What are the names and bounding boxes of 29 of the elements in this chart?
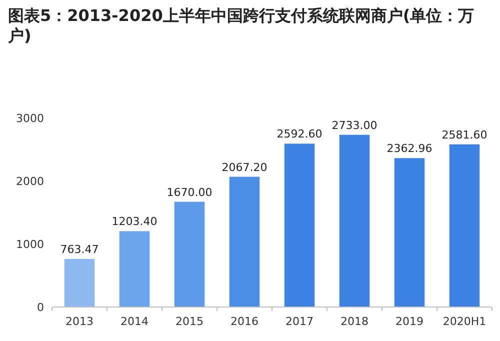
- x-tick-label: 2015: [176, 315, 204, 328]
- bar: [174, 202, 205, 307]
- x-tick-label: 2013: [66, 315, 94, 328]
- bar: [449, 144, 480, 307]
- data-label: 2362.96: [386, 142, 432, 156]
- data-label: 1203.40: [112, 215, 158, 228]
- x-tick-label: 2017: [286, 315, 314, 328]
- y-tick-label: 1000: [16, 238, 44, 251]
- x-tick-label: 2014: [120, 315, 148, 328]
- bar: [394, 158, 425, 307]
- data-label: 2581.60: [442, 128, 488, 142]
- data-label: 2733.00: [332, 118, 378, 132]
- data-label: 763.47: [60, 242, 99, 256]
- data-label: 1670.00: [166, 186, 212, 199]
- data-label: 2067.20: [222, 160, 268, 174]
- bar: [229, 176, 260, 307]
- y-tick-label: 2000: [16, 175, 44, 188]
- bar: [284, 144, 315, 307]
- x-tick-label: 2019: [396, 315, 424, 328]
- y-tick-label: 3000: [16, 112, 44, 125]
- chart-title: 图表5：2013-2020上半年中国跨行支付系统联网商户(单位：万户): [8, 6, 476, 46]
- x-tick-label: 2018: [340, 315, 368, 328]
- data-label: 2592.60: [276, 128, 322, 141]
- bar: [64, 258, 95, 307]
- y-tick-label: 0: [37, 301, 44, 314]
- bar: [119, 231, 150, 307]
- x-tick-label: 2016: [230, 315, 258, 328]
- bar: [339, 134, 370, 307]
- x-tick-label: 2020H1: [442, 315, 486, 328]
